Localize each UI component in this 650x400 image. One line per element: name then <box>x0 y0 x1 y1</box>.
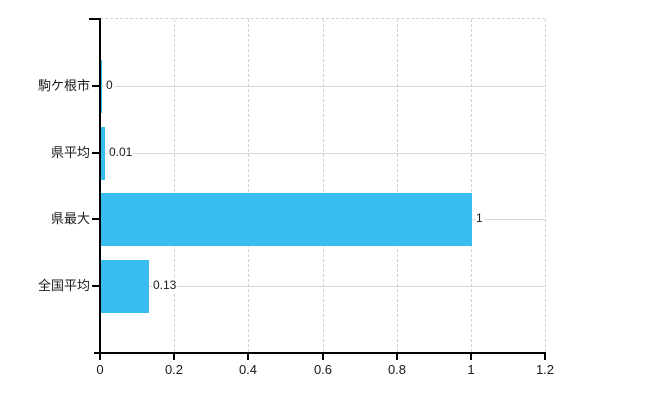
category-label: 駒ケ根市 <box>37 78 90 93</box>
x-tick-label: 0.6 <box>313 362 333 377</box>
bar-2 <box>101 193 472 246</box>
bar-value-label: 1 <box>475 211 484 226</box>
bar-1 <box>101 127 105 180</box>
bar-value-label: 0.13 <box>152 278 178 293</box>
gridline-vertical <box>545 19 546 352</box>
gridline-horizontal <box>100 86 545 87</box>
x-tick-label: 1 <box>467 362 475 377</box>
y-tick <box>92 218 99 220</box>
category-label: 県平均 <box>50 145 90 160</box>
x-axis-line <box>94 352 546 354</box>
gridline-vertical <box>471 19 472 352</box>
gridline-vertical <box>248 19 249 352</box>
gridline-horizontal <box>100 286 545 287</box>
bar-value-label: 0 <box>105 78 114 93</box>
gridline-vertical <box>174 19 175 352</box>
bar-3 <box>101 260 149 313</box>
x-tick <box>99 354 101 360</box>
gridline-horizontal <box>100 153 545 154</box>
x-tick-label: 0 <box>96 362 104 377</box>
y-tick <box>92 85 99 87</box>
x-tick <box>396 354 398 360</box>
bar-value-label: 0.01 <box>108 145 134 160</box>
gridline-vertical <box>397 19 398 352</box>
y-axis-line <box>99 18 101 354</box>
x-tick <box>173 354 175 360</box>
x-tick <box>470 354 472 360</box>
x-tick-label: 1.2 <box>535 362 555 377</box>
x-tick <box>322 354 324 360</box>
plot-top-border <box>100 18 545 19</box>
gridline-vertical <box>323 19 324 352</box>
x-tick-label: 0.8 <box>387 362 407 377</box>
category-label: 県最大 <box>50 211 90 226</box>
bar-0 <box>101 60 102 113</box>
x-tick <box>544 354 546 360</box>
x-tick-label: 0.2 <box>164 362 184 377</box>
y-tick <box>92 152 99 154</box>
x-tick <box>247 354 249 360</box>
y-axis-top-cap <box>89 18 99 20</box>
y-tick <box>92 285 99 287</box>
x-tick-label: 0.4 <box>238 362 258 377</box>
category-label: 全国平均 <box>37 278 90 293</box>
